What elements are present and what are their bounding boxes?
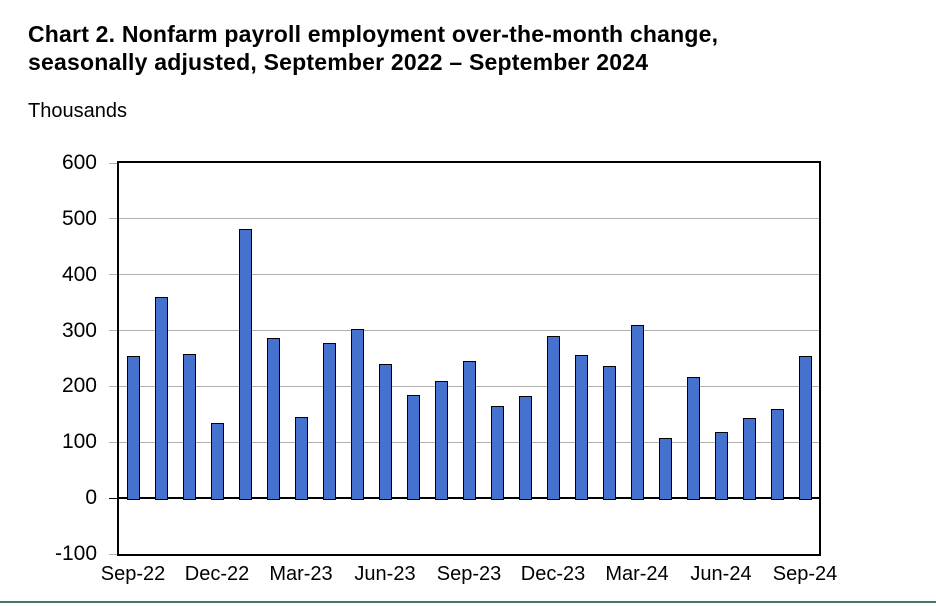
bar-Aug-23 [434,380,448,501]
bar-Feb-24 [602,366,616,501]
x-axis-label-Sep-24: Sep-24 [772,563,838,585]
y-tick-600 [109,162,117,164]
x-axis-label-Sep-22: Sep-22 [100,563,166,585]
y-tick-400 [109,274,117,276]
bar-Aug-24 [770,409,784,501]
gridline-400 [119,274,819,276]
y-axis-label--100: -100 [54,542,97,565]
bar-Jun-24 [714,432,728,501]
y-axis-label-0: 0 [85,486,97,510]
x-axis-label-Jun-23: Jun-23 [354,563,416,585]
bar-May-24 [686,377,700,501]
bar-Sep-24 [798,356,812,501]
chart-title: Chart 2. Nonfarm payroll employment over… [28,21,719,75]
bar-Jul-23 [406,395,420,501]
bar-Apr-24 [658,437,672,501]
y-axis-label-400: 400 [61,262,97,286]
gridline-300 [119,330,819,332]
y-axis-label-300: 300 [61,318,97,342]
bar-May-23 [350,328,364,501]
bar-Oct-22 [154,297,168,501]
y-tick-0 [109,497,117,499]
bar-Apr-23 [322,342,336,501]
y-tick-200 [109,385,117,387]
bottom-rule [0,601,936,603]
bar-Dec-23 [546,336,560,501]
y-tick-300 [109,330,117,332]
x-axis-label-Jun-24: Jun-24 [690,563,752,585]
x-axis-label-Dec-22: Dec-22 [184,563,250,585]
bar-Jan-23 [238,228,252,501]
bar-Mar-23 [294,417,308,501]
y-tick-100 [109,441,117,443]
y-axis-label-600: 600 [61,151,97,174]
bar-Mar-24 [630,324,644,501]
y-axis-label-500: 500 [61,206,97,230]
x-axis-label-Dec-23: Dec-23 [520,563,586,585]
bar-Nov-23 [518,396,532,501]
bar-Oct-23 [490,405,504,501]
y-axis-label-100: 100 [61,430,97,454]
bar-Sep-23 [462,361,476,501]
bar-Feb-23 [266,337,280,501]
y-axis-unit-label: Thousands [28,100,127,122]
y-tick-500 [109,218,117,220]
bar-Sep-22 [126,355,140,501]
x-axis-label-Mar-23: Mar-23 [269,563,333,585]
x-axis-label-Sep-23: Sep-23 [436,563,502,585]
gridline-500 [119,218,819,220]
y-tick--100 [109,553,117,555]
bar-Jul-24 [742,417,756,501]
y-axis-label-200: 200 [61,374,97,398]
x-axis-label-Mar-24: Mar-24 [605,563,669,585]
bar-Jun-23 [378,364,392,501]
bar-Dec-22 [210,422,224,501]
bar-Nov-22 [182,354,196,501]
bar-Jan-24 [574,355,588,501]
plot-area: 600 500 400 300 200 100 0 -100 Sep-22 Dec-22 Mar-2… [55,151,837,585]
